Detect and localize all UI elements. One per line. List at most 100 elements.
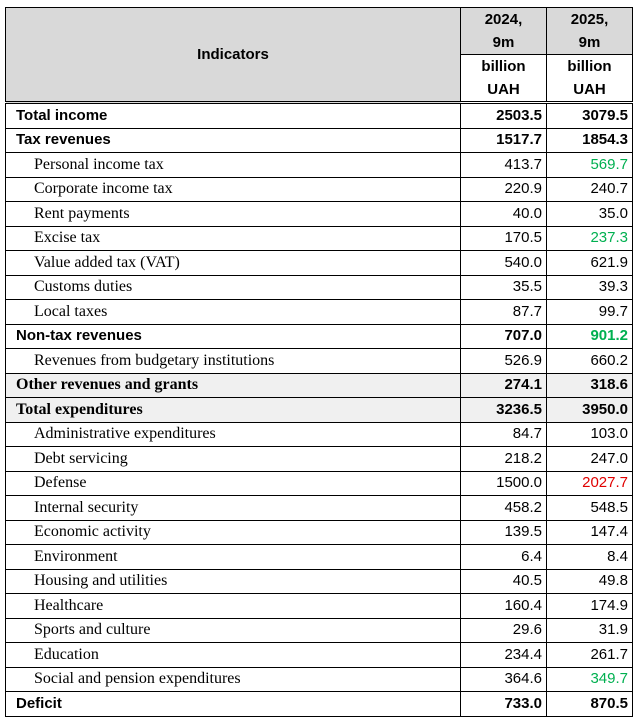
value-cell: 2027.7 [546,470,633,496]
table-row: Environment 6.4 8.4 [5,544,633,570]
value-cell: 237.3 [546,225,633,251]
value-cell: 318.6 [546,372,633,398]
indicator-label: Other revenues and grants [5,372,461,398]
value-cell: 35.5 [460,274,547,300]
value-cell: 870.5 [546,691,633,717]
value-cell: 40.5 [460,568,547,594]
unit-header: billion UAH [546,54,633,103]
value-cell: 1500.0 [460,470,547,496]
value-cell: 548.5 [546,495,633,521]
table-row: Excise tax 170.5 237.3 [5,225,633,251]
indicators-header: Indicators [5,7,461,103]
indicator-label: Healthcare [5,593,461,619]
value-cell: 49.8 [546,568,633,594]
indicator-label: Defense [5,470,461,496]
table-row: Local taxes 87.7 99.7 [5,299,633,325]
value-cell: 349.7 [546,666,633,692]
value-cell: 707.0 [460,323,547,349]
value-cell: 526.9 [460,348,547,374]
table-row: Sports and culture 29.6 31.9 [5,617,633,643]
table-row: Customs duties 35.5 39.3 [5,274,633,300]
indicator-label: Economic activity [5,519,461,545]
table-row: Internal security 458.2 548.5 [5,495,633,521]
table-row: Value added tax (VAT) 540.0 621.9 [5,250,633,276]
value-cell: 3236.5 [460,397,547,423]
table-row: Total income 2503.5 3079.5 [5,101,633,129]
value-cell: 31.9 [546,617,633,643]
value-cell: 234.4 [460,642,547,668]
table-row: Administrative expenditures 84.7 103.0 [5,421,633,447]
indicator-label: Environment [5,544,461,570]
indicator-label: Education [5,642,461,668]
value-cell: 458.2 [460,495,547,521]
table-row: Deficit 733.0 870.5 [5,691,633,717]
indicator-label: Social and pension expenditures [5,666,461,692]
value-cell: 261.7 [546,642,633,668]
value-cell: 901.2 [546,323,633,349]
indicator-label: Corporate income tax [5,176,461,202]
value-cell: 3950.0 [546,397,633,423]
period-header: 2024, 9m [460,7,547,55]
table-row: Rent payments 40.0 35.0 [5,201,633,227]
value-cell: 1854.3 [546,127,633,153]
indicator-label: Excise tax [5,225,461,251]
table-row: Social and pension expenditures 364.6 349.… [5,666,633,692]
value-cell: 569.7 [546,152,633,178]
indicator-label: Revenues from budgetary institutions [5,348,461,374]
indicator-label: Personal income tax [5,152,461,178]
value-cell: 621.9 [546,250,633,276]
indicator-label: Total income [5,101,461,129]
table-row: Tax revenues 1517.7 1854.3 [5,127,633,153]
indicator-label: Tax revenues [5,127,461,153]
value-cell: 660.2 [546,348,633,374]
indicator-label: Debt servicing [5,446,461,472]
value-cell: 220.9 [460,176,547,202]
indicator-label: Local taxes [5,299,461,325]
value-cell: 40.0 [460,201,547,227]
value-cell: 174.9 [546,593,633,619]
indicator-label: Housing and utilities [5,568,461,594]
indicator-label: Rent payments [5,201,461,227]
value-cell: 274.1 [460,372,547,398]
table-row: Housing and utilities 40.5 49.8 [5,568,633,594]
table-row: Healthcare 160.4 174.9 [5,593,633,619]
value-cell: 160.4 [460,593,547,619]
table-row: Economic activity 139.5 147.4 [5,519,633,545]
table-row: Defense 1500.0 2027.7 [5,470,633,496]
value-cell: 240.7 [546,176,633,202]
value-cell: 170.5 [460,225,547,251]
table-row: Non-tax revenues 707.0 901.2 [5,323,633,349]
value-cell: 6.4 [460,544,547,570]
period-header: 2025, 9m [546,7,633,55]
value-cell: 35.0 [546,201,633,227]
value-cell: 39.3 [546,274,633,300]
table-row: Other revenues and grants 274.1 318.6 [5,372,633,398]
value-cell: 8.4 [546,544,633,570]
value-cell: 84.7 [460,421,547,447]
value-cell: 103.0 [546,421,633,447]
value-cell: 3079.5 [546,101,633,129]
table-row: Total expenditures 3236.5 3950.0 [5,397,633,423]
indicator-label: Total expenditures [5,397,461,423]
value-cell: 247.0 [546,446,633,472]
value-cell: 147.4 [546,519,633,545]
indicator-label: Administrative expenditures [5,421,461,447]
value-cell: 1517.7 [460,127,547,153]
value-cell: 139.5 [460,519,547,545]
indicator-label: Internal security [5,495,461,521]
value-cell: 218.2 [460,446,547,472]
table-row: Revenues from budgetary institutions 526.… [5,348,633,374]
indicator-label: Value added tax (VAT) [5,250,461,276]
value-cell: 733.0 [460,691,547,717]
indicator-label: Customs duties [5,274,461,300]
value-cell: 87.7 [460,299,547,325]
indicator-label: Non-tax revenues [5,323,461,349]
value-cell: 29.6 [460,617,547,643]
indicator-label: Deficit [5,691,461,717]
value-cell: 99.7 [546,299,633,325]
value-cell: 2503.5 [460,101,547,129]
budget-table: Indicators 2024, 9m 2025, 9m billion UAH… [5,7,633,717]
table-row: Corporate income tax 220.9 240.7 [5,176,633,202]
value-cell: 364.6 [460,666,547,692]
